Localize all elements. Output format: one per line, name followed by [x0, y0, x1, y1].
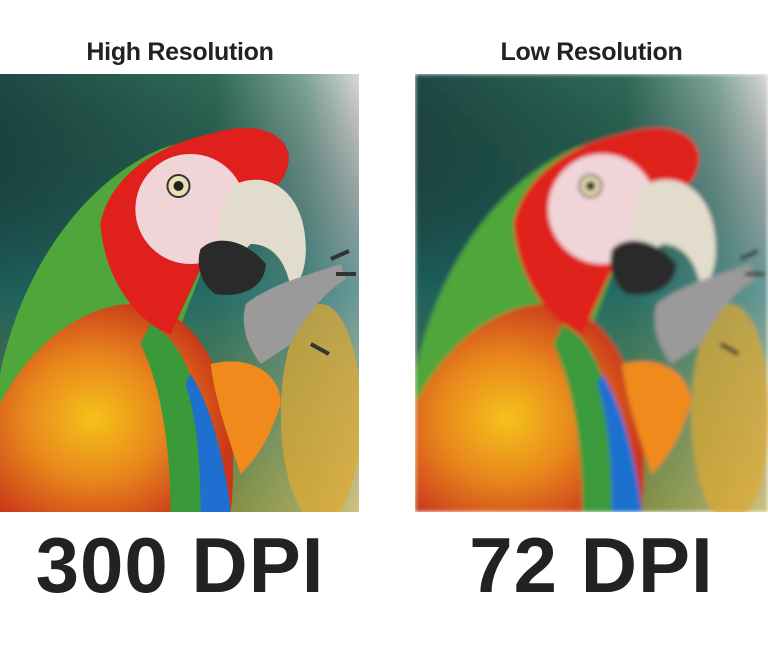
high-dpi-label: 300 DPI	[35, 521, 325, 609]
low-resolution-parrot-photo	[415, 74, 768, 512]
low-dpi-label: 72 DPI	[469, 521, 714, 609]
high-resolution-parrot-photo	[0, 74, 359, 512]
low-resolution-title: Low Resolution	[500, 38, 683, 66]
high-resolution-title: High Resolution	[86, 38, 274, 66]
